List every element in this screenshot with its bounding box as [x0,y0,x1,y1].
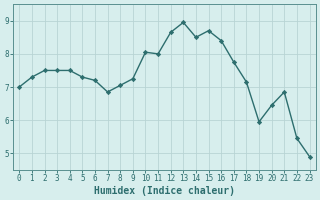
X-axis label: Humidex (Indice chaleur): Humidex (Indice chaleur) [94,186,235,196]
